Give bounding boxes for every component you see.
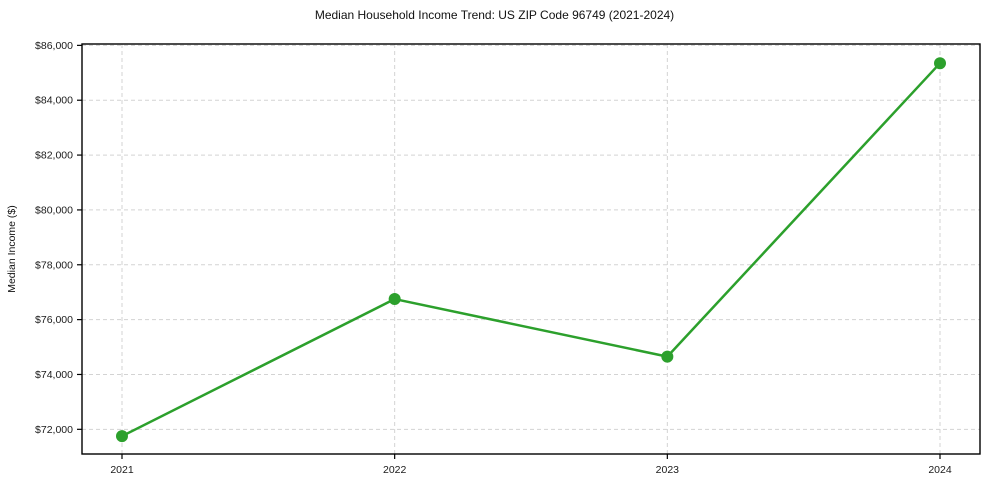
y-tick-label: $72,000 — [35, 424, 73, 436]
data-point — [388, 293, 401, 306]
y-tick-label: $80,000 — [35, 204, 73, 216]
y-tick-label: $86,000 — [35, 40, 73, 52]
x-tick-label: 2024 — [928, 464, 952, 476]
axes-box — [81, 43, 981, 455]
x-tick-label: 2021 — [110, 464, 134, 476]
trend-line — [121, 62, 941, 438]
x-tick-label: 2023 — [656, 464, 680, 476]
data-point — [116, 430, 128, 443]
x-tick-label: 2022 — [383, 464, 407, 476]
y-tick-label: $82,000 — [35, 150, 73, 162]
data-point — [661, 350, 674, 363]
y-tick-label: $78,000 — [35, 259, 73, 271]
chart-title: Median Household Income Trend: US ZIP Co… — [314, 8, 675, 22]
y-tick-label: $76,000 — [35, 314, 73, 326]
y-tick-label: $74,000 — [35, 369, 73, 381]
data-point — [934, 57, 946, 70]
y-tick-label: $84,000 — [35, 95, 73, 107]
